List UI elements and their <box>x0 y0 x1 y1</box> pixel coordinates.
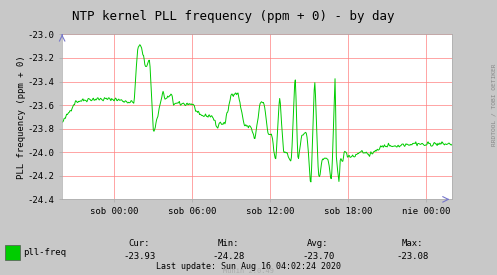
Text: pll-freq: pll-freq <box>23 248 67 257</box>
Text: Cur:: Cur: <box>128 239 150 248</box>
Text: Last update: Sun Aug 16 04:02:24 2020: Last update: Sun Aug 16 04:02:24 2020 <box>156 262 341 271</box>
Text: -23.08: -23.08 <box>397 252 428 261</box>
Text: Avg:: Avg: <box>307 239 329 248</box>
Text: Munin 2.0.49: Munin 2.0.49 <box>223 268 274 274</box>
Text: -23.93: -23.93 <box>123 252 155 261</box>
Y-axis label: PLL frequency (ppm + 0): PLL frequency (ppm + 0) <box>17 55 26 179</box>
Text: -23.70: -23.70 <box>302 252 334 261</box>
Text: Max:: Max: <box>402 239 423 248</box>
Text: NTP kernel PLL frequency (ppm + 0) - by day: NTP kernel PLL frequency (ppm + 0) - by … <box>73 10 395 23</box>
Text: -24.28: -24.28 <box>213 252 245 261</box>
Text: RRDTOOL / TOBI OETIKER: RRDTOOL / TOBI OETIKER <box>491 63 496 146</box>
Text: Min:: Min: <box>218 239 240 248</box>
